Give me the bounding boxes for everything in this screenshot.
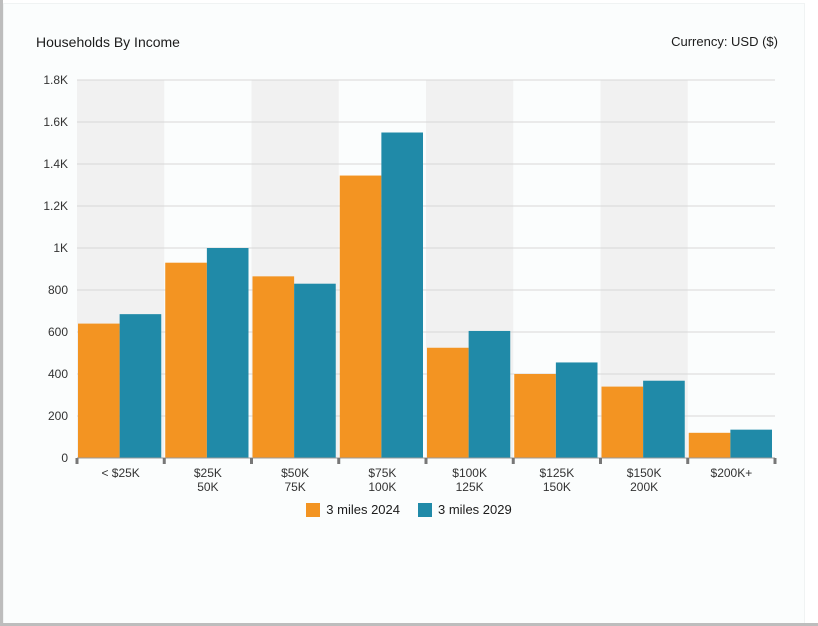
x-tick-label: 50K (197, 480, 218, 494)
x-tick-label: < $25K (101, 466, 139, 480)
x-tick-label: $50K (281, 466, 309, 480)
bar-2024[interactable] (339, 175, 382, 459)
x-tick-label: 200K (630, 480, 658, 494)
x-tick-label: 75K (284, 480, 305, 494)
x-tick-label: $100K (452, 466, 487, 480)
bar-2029[interactable] (119, 314, 162, 458)
bars (78, 132, 772, 459)
bar-2024[interactable] (514, 374, 556, 458)
x-tick-label: 100K (368, 480, 396, 494)
bar-2024[interactable] (252, 276, 295, 458)
y-tick-label: 0 (61, 451, 68, 465)
y-tick-label: 800 (48, 283, 68, 297)
frame-border-bottom (0, 623, 818, 626)
bar-2029[interactable] (468, 330, 511, 458)
y-tick-label: 1K (53, 241, 68, 255)
bar-2029[interactable] (555, 362, 598, 458)
bar-2024[interactable] (688, 432, 731, 458)
x-tick-label: $200K+ (711, 466, 753, 480)
legend: 3 miles 2024 3 miles 2029 (0, 502, 818, 517)
y-tick-label: 600 (48, 325, 68, 339)
legend-swatch-2024 (306, 502, 321, 517)
chart-title: Households By Income (36, 34, 180, 50)
y-tick-label: 200 (48, 409, 68, 423)
legend-item-2024[interactable]: 3 miles 2024 (306, 502, 400, 517)
bar-2024[interactable] (165, 262, 207, 458)
y-tick-label: 1.8K (43, 73, 68, 87)
legend-label-2024: 3 miles 2024 (326, 502, 400, 517)
bar-2029[interactable] (381, 132, 423, 459)
bar-2029[interactable] (294, 283, 336, 458)
bar-2029[interactable] (730, 429, 772, 458)
legend-swatch-2029 (418, 502, 432, 517)
bar-2029[interactable] (643, 380, 685, 458)
x-tick-label: $25K (194, 466, 222, 480)
y-axis: 0 200 400 600 800 1K 1.2K 1.4K 1.6K 1.8K (43, 73, 68, 465)
bar-2024[interactable] (427, 347, 469, 458)
y-tick-label: 1.4K (43, 157, 68, 171)
y-tick-label: 1.6K (43, 115, 68, 129)
x-tick-label: 150K (543, 480, 571, 494)
x-tick-label: $75K (368, 466, 396, 480)
bar-2024[interactable] (601, 386, 644, 458)
bar-2029[interactable] (206, 248, 249, 458)
currency-label: Currency: USD ($) (671, 34, 778, 49)
legend-label-2029: 3 miles 2029 (438, 502, 512, 517)
frame-border-left (0, 0, 3, 626)
x-tick-label: 125K (456, 480, 484, 494)
x-tick-label: $125K (540, 466, 575, 480)
y-tick-label: 1.2K (43, 199, 68, 213)
x-tick-label: $150K (627, 466, 662, 480)
y-tick-label: 400 (48, 367, 68, 381)
bar-2024[interactable] (78, 323, 120, 458)
legend-item-2029[interactable]: 3 miles 2029 (418, 502, 512, 517)
